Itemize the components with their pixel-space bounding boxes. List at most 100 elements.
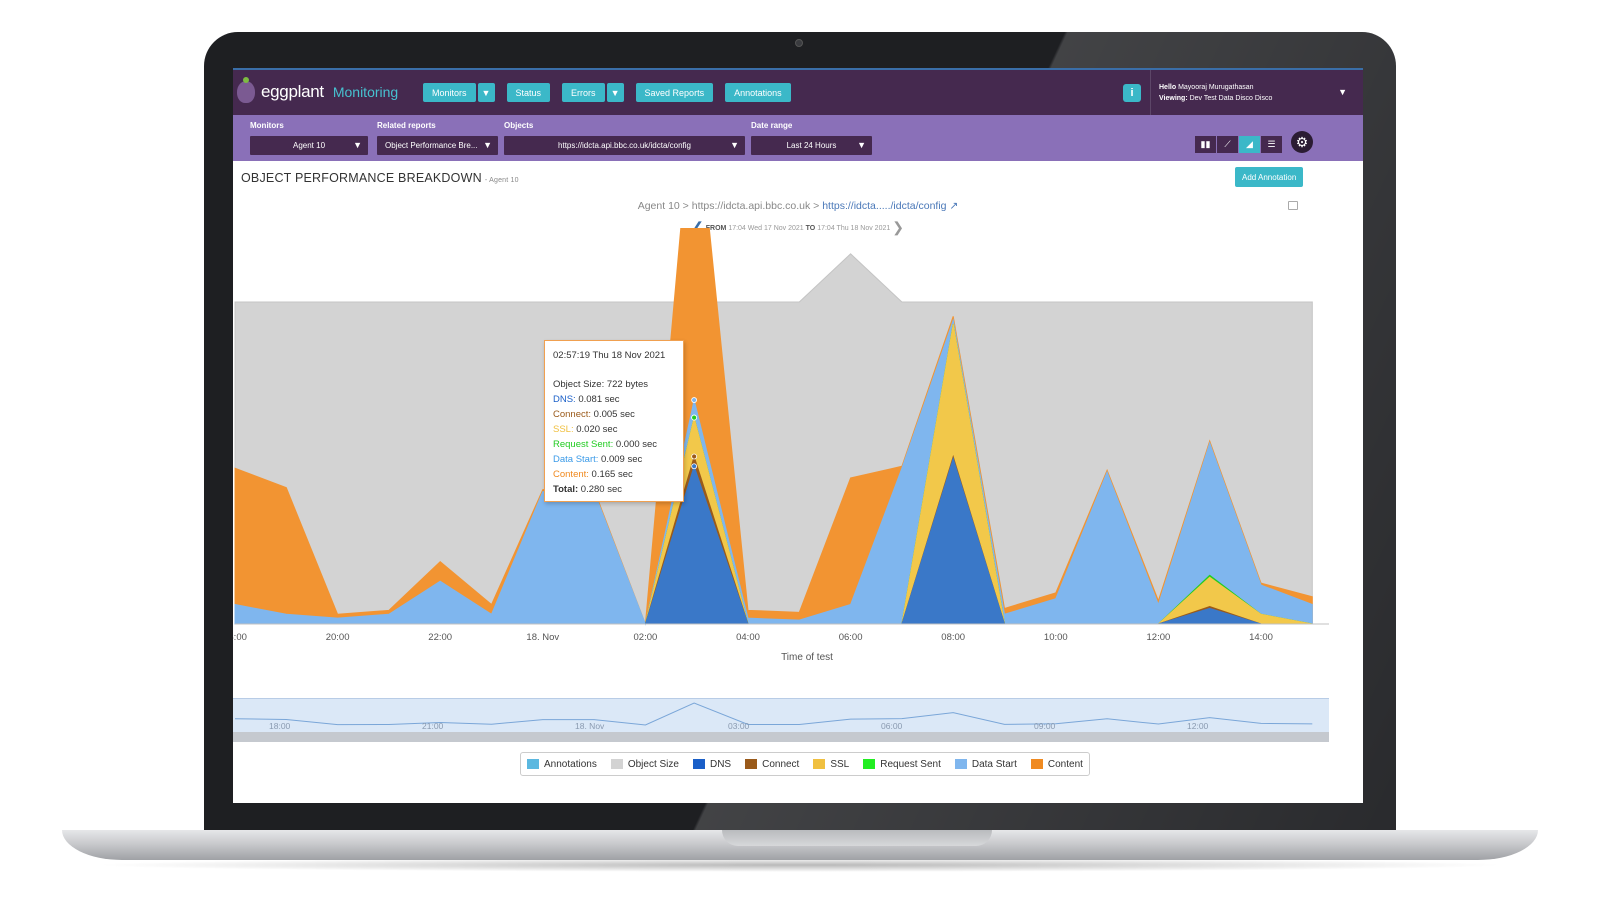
legend-label: Connect: [762, 758, 800, 770]
nav-errors-button[interactable]: Errors: [562, 83, 605, 102]
gear-icon[interactable]: ⚙: [1291, 131, 1313, 153]
area-chart-icon[interactable]: ◢: [1239, 136, 1260, 153]
logo-product: Monitoring: [332, 84, 399, 100]
x-tick-label: 22:00: [428, 632, 452, 643]
tooltip-row: Connect: 0.005 sec: [553, 407, 675, 422]
monitors-filter-label: Monitors: [250, 121, 284, 130]
legend-item-data-start[interactable]: Data Start: [954, 758, 1017, 770]
objects-select[interactable]: https://idcta.api.bbc.co.uk/idcta/config…: [504, 136, 745, 155]
chevron-down-icon: ▼: [857, 140, 866, 150]
page-title: OBJECT PERFORMANCE BREAKDOWN - Agent 10: [241, 171, 519, 185]
hover-point: [691, 453, 698, 460]
eggplant-logo-icon: [237, 77, 255, 103]
x-tick-label: 14:00: [1249, 632, 1273, 643]
monitors-select[interactable]: Agent 10 ▼: [250, 136, 368, 155]
table-view-icon[interactable]: ☰: [1261, 136, 1282, 153]
chevron-down-icon: ▼: [483, 140, 492, 150]
app-screen: eggplant Monitoring Monitors ▼ Status Er…: [233, 68, 1363, 803]
user-name: Mayooraj Murugathasan: [1178, 84, 1254, 91]
tooltip-row-label: Data Start:: [553, 454, 599, 465]
breadcrumb-agent[interactable]: Agent 10 >: [637, 200, 689, 212]
legend-item-dns[interactable]: DNS: [692, 758, 732, 770]
legend-item-object-size[interactable]: Object Size: [610, 758, 679, 770]
info-icon[interactable]: i: [1123, 84, 1141, 102]
legend-swatch: [610, 759, 623, 769]
line-chart-icon[interactable]: ⟋: [1217, 136, 1238, 153]
legend-label: DNS: [709, 758, 732, 770]
tooltip-row-label: Request Sent:: [553, 439, 614, 450]
user-greeting: Hello Mayooraj Murugathasan: [1159, 84, 1254, 91]
previous-range-icon[interactable]: ❮: [692, 219, 704, 235]
add-annotation-button[interactable]: Add Annotation: [1235, 167, 1304, 187]
tooltip-row: Request Sent: 0.000 sec: [553, 437, 675, 452]
tooltip-row-value: 0.000 sec: [613, 439, 658, 450]
tooltip-row-label: Content:: [553, 469, 589, 480]
tooltip-row-value: 0.280 sec: [578, 484, 622, 495]
performance-area-chart[interactable]: 18:00 20:00 22:00 18. Nov 02:00 04:00 06:00 08:…: [233, 228, 1329, 698]
monitors-dropdown-icon[interactable]: ▼: [477, 83, 495, 102]
chart-view-toggle: ▮▮ ⟋ ◢ ☰: [1195, 136, 1282, 153]
app-logo[interactable]: eggplant Monitoring: [237, 77, 399, 103]
date-range-select[interactable]: Last 24 Hours ▼: [751, 136, 872, 155]
hover-point: [691, 397, 698, 403]
legend-item-annotations[interactable]: Annotations: [527, 759, 597, 770]
breadcrumb-host[interactable]: https://idcta.api.bbc.co.uk >: [691, 200, 820, 212]
main-nav: Monitors ▼ Status Errors ▼ Saved Reports…: [423, 83, 791, 102]
export-chart-icon[interactable]: [1288, 201, 1298, 210]
tooltip-row-label: Object Size:: [553, 379, 605, 390]
camera-icon: [795, 39, 803, 47]
date-range-value: Last 24 Hours: [786, 141, 837, 150]
viewing-value: Dev Test Data Disco Disco: [1189, 95, 1273, 102]
legend-label: Request Sent: [880, 758, 941, 770]
x-tick-label: 18. Nov: [526, 632, 559, 643]
tooltip-row: Object Size: 722 bytes: [553, 377, 675, 392]
nav-status-button[interactable]: Status: [506, 83, 551, 102]
navigator-scrollbar[interactable]: [233, 732, 1329, 742]
range-to-value: 17:04 Thu 18 Nov 2021: [817, 225, 891, 232]
tooltip-row-label: Total:: [553, 484, 579, 495]
user-dropdown-icon[interactable]: ▼: [1338, 87, 1347, 97]
user-menu[interactable]: Hello Mayooraj Murugathasan Viewing: Dev…: [1150, 70, 1363, 117]
next-range-icon[interactable]: ❯: [892, 219, 904, 235]
tooltip-row-value: 0.165 sec: [588, 469, 633, 480]
logo-word: eggplant: [261, 82, 324, 101]
filter-bar: Monitors Agent 10 ▼ Related reports Objec…: [233, 115, 1363, 161]
x-tick-label: 02:00: [634, 632, 658, 643]
x-axis-title: Time of test: [781, 652, 833, 663]
navigator-tick-label: 12:00: [1187, 721, 1209, 731]
nav-annotations-button[interactable]: Annotations: [725, 83, 791, 102]
related-reports-select[interactable]: Object Performance Bre... ▼: [377, 136, 498, 155]
legend-item-connect[interactable]: Connect: [745, 759, 799, 770]
legend-swatch: [813, 759, 826, 769]
laptop-shadow: [90, 858, 1510, 872]
nav-saved-reports-button[interactable]: Saved Reports: [635, 83, 714, 102]
legend-item-ssl[interactable]: SSL: [813, 759, 849, 770]
monitors-select-value: Agent 10: [292, 141, 326, 150]
hover-markers: [691, 397, 698, 470]
chart-legend: Annotations Object Size DNS Connect SSL Reque…: [520, 752, 1090, 776]
legend-item-request-sent[interactable]: Request Sent: [863, 759, 941, 770]
tooltip-row-value: 0.020 sec: [573, 424, 618, 435]
hello-label: Hello: [1159, 84, 1177, 91]
chart-tooltip: 02:57:19 Thu 18 Nov 2021 Object Size: 72…: [544, 340, 684, 502]
tooltip-row: Data Start: 0.009 sec: [553, 452, 675, 467]
errors-dropdown-icon[interactable]: ▼: [606, 83, 624, 102]
navigator-tick-label: 03:00: [728, 721, 750, 731]
legend-item-content[interactable]: Content: [1030, 759, 1083, 770]
user-viewing: Viewing: Dev Test Data Disco Disco: [1159, 95, 1272, 102]
breadcrumb-object-link[interactable]: https://idcta...../idcta/config: [822, 200, 947, 212]
legend-label: Object Size: [627, 758, 679, 770]
breadcrumb: Agent 10 > https://idcta.api.bbc.co.uk >…: [233, 200, 1363, 212]
objects-filter-label: Objects: [504, 121, 534, 130]
bar-chart-icon[interactable]: ▮▮: [1195, 136, 1216, 153]
viewing-label: Viewing:: [1159, 95, 1188, 102]
x-tick-label: 10:00: [1044, 632, 1068, 643]
x-axis-ticks: 18:00 20:00 22:00 18. Nov 02:00 04:00 06:00 08:…: [233, 632, 1273, 643]
date-range-display: ❮ FROM 17:04 Wed 17 Nov 2021 TO 17:04 Th…: [233, 219, 1363, 236]
related-reports-value: Object Performance Bre...: [385, 141, 478, 150]
date-range-label: Date range: [751, 121, 793, 130]
laptop-base: [62, 830, 1538, 860]
legend-label: Data Start: [971, 758, 1017, 770]
external-link-icon[interactable]: ↗: [949, 200, 959, 212]
nav-monitors-button[interactable]: Monitors: [423, 83, 476, 102]
